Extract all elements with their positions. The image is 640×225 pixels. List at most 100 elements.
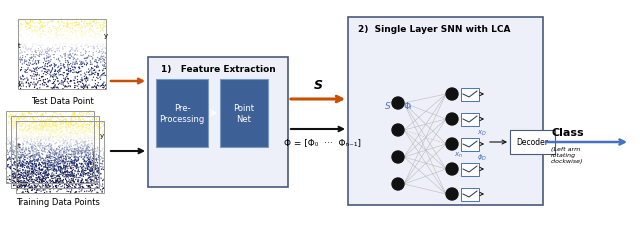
Point <box>84 155 94 158</box>
Point <box>19 158 29 162</box>
Point <box>92 169 102 173</box>
Point <box>26 54 36 57</box>
Point <box>70 148 80 151</box>
Point <box>50 135 60 138</box>
Point <box>33 158 43 162</box>
Point <box>90 157 100 161</box>
Point <box>40 143 51 147</box>
Point <box>73 140 83 144</box>
Point <box>40 123 51 127</box>
Point <box>76 162 86 165</box>
Point <box>93 171 104 175</box>
Point <box>95 50 105 53</box>
Point <box>56 127 66 131</box>
Point <box>38 27 48 31</box>
Point <box>59 164 69 167</box>
Point <box>29 126 39 129</box>
Point <box>79 21 90 25</box>
Point <box>84 128 94 132</box>
Point <box>28 164 38 168</box>
Point <box>65 164 75 167</box>
Point <box>23 146 33 149</box>
Point <box>99 25 109 28</box>
Point <box>84 127 95 130</box>
Point <box>55 44 65 47</box>
Point <box>15 167 25 171</box>
Point <box>87 141 97 145</box>
Point <box>36 119 46 123</box>
Point <box>26 167 36 170</box>
Point <box>83 137 93 140</box>
Point <box>32 30 42 34</box>
Point <box>60 185 70 189</box>
Point <box>35 144 45 147</box>
Point <box>10 125 20 129</box>
Point <box>50 111 60 115</box>
Point <box>18 169 28 173</box>
Point <box>31 173 42 177</box>
Point <box>41 160 51 164</box>
Point <box>21 174 31 178</box>
Point <box>77 162 88 166</box>
Point <box>15 179 26 183</box>
Point <box>76 41 86 45</box>
Text: Point
Net: Point Net <box>234 104 255 123</box>
Point <box>63 149 74 153</box>
Point <box>43 119 53 122</box>
Point <box>97 56 108 59</box>
Point <box>89 115 99 119</box>
Point <box>65 135 75 139</box>
Point <box>13 125 23 129</box>
Point <box>44 179 54 183</box>
Point <box>49 121 60 124</box>
Point <box>83 148 93 152</box>
Point <box>33 169 43 173</box>
Point <box>84 163 94 167</box>
Point <box>45 166 56 169</box>
Point <box>94 151 104 155</box>
Point <box>16 27 26 31</box>
Point <box>93 48 103 51</box>
Point <box>21 146 31 150</box>
Point <box>68 120 78 124</box>
Point <box>49 145 60 149</box>
Point <box>62 186 72 190</box>
Point <box>92 182 102 185</box>
Point <box>41 177 51 180</box>
Point <box>53 38 63 41</box>
Point <box>17 135 28 139</box>
Point <box>29 181 39 184</box>
Point <box>95 51 105 54</box>
Point <box>48 163 58 166</box>
Point <box>12 180 22 184</box>
Point <box>16 154 26 158</box>
Point <box>63 126 74 129</box>
Point <box>21 177 31 180</box>
Point <box>52 139 63 143</box>
FancyBboxPatch shape <box>148 58 288 187</box>
Point <box>81 150 91 154</box>
Point <box>51 159 61 162</box>
Point <box>87 165 97 169</box>
Point <box>28 140 38 144</box>
Point <box>23 78 33 82</box>
Point <box>30 145 40 148</box>
Point <box>83 135 93 139</box>
Point <box>58 179 68 183</box>
Point <box>28 146 38 150</box>
Point <box>34 175 44 179</box>
Point <box>94 185 104 189</box>
Point <box>24 152 35 155</box>
Point <box>99 68 109 71</box>
Point <box>70 82 80 86</box>
Point <box>97 184 108 188</box>
Point <box>61 141 72 144</box>
Point <box>84 23 95 27</box>
Point <box>49 82 59 86</box>
Point <box>25 143 35 147</box>
Point <box>63 77 73 81</box>
Point <box>85 149 95 152</box>
Point <box>73 126 83 129</box>
Point <box>51 170 61 173</box>
Point <box>38 119 49 123</box>
